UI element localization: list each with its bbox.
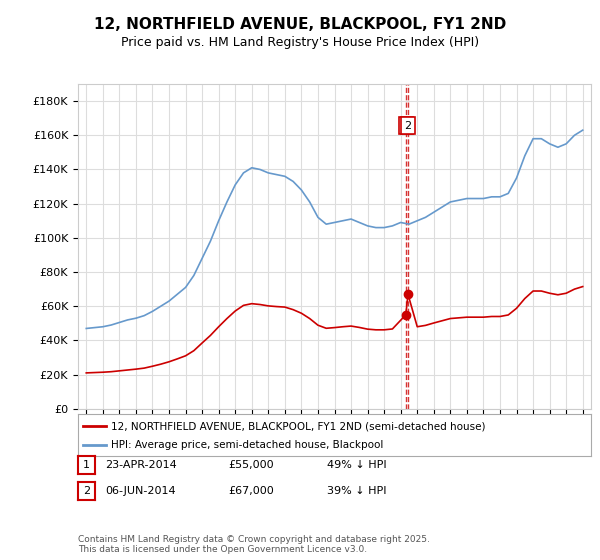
Text: £67,000: £67,000 xyxy=(228,486,274,496)
Text: 49% ↓ HPI: 49% ↓ HPI xyxy=(327,460,386,470)
Text: 06-JUN-2014: 06-JUN-2014 xyxy=(105,486,176,496)
Text: £55,000: £55,000 xyxy=(228,460,274,470)
Text: 23-APR-2014: 23-APR-2014 xyxy=(105,460,177,470)
Text: 12, NORTHFIELD AVENUE, BLACKPOOL, FY1 2ND: 12, NORTHFIELD AVENUE, BLACKPOOL, FY1 2N… xyxy=(94,17,506,32)
Text: 1: 1 xyxy=(403,121,409,130)
Text: HPI: Average price, semi-detached house, Blackpool: HPI: Average price, semi-detached house,… xyxy=(112,440,384,450)
Text: 2: 2 xyxy=(83,486,90,496)
Text: Contains HM Land Registry data © Crown copyright and database right 2025.
This d: Contains HM Land Registry data © Crown c… xyxy=(78,535,430,554)
Text: 2: 2 xyxy=(404,121,412,130)
Text: 12, NORTHFIELD AVENUE, BLACKPOOL, FY1 2ND (semi-detached house): 12, NORTHFIELD AVENUE, BLACKPOOL, FY1 2N… xyxy=(112,421,486,431)
Text: Price paid vs. HM Land Registry's House Price Index (HPI): Price paid vs. HM Land Registry's House … xyxy=(121,36,479,49)
Text: 39% ↓ HPI: 39% ↓ HPI xyxy=(327,486,386,496)
Text: 1: 1 xyxy=(83,460,90,470)
